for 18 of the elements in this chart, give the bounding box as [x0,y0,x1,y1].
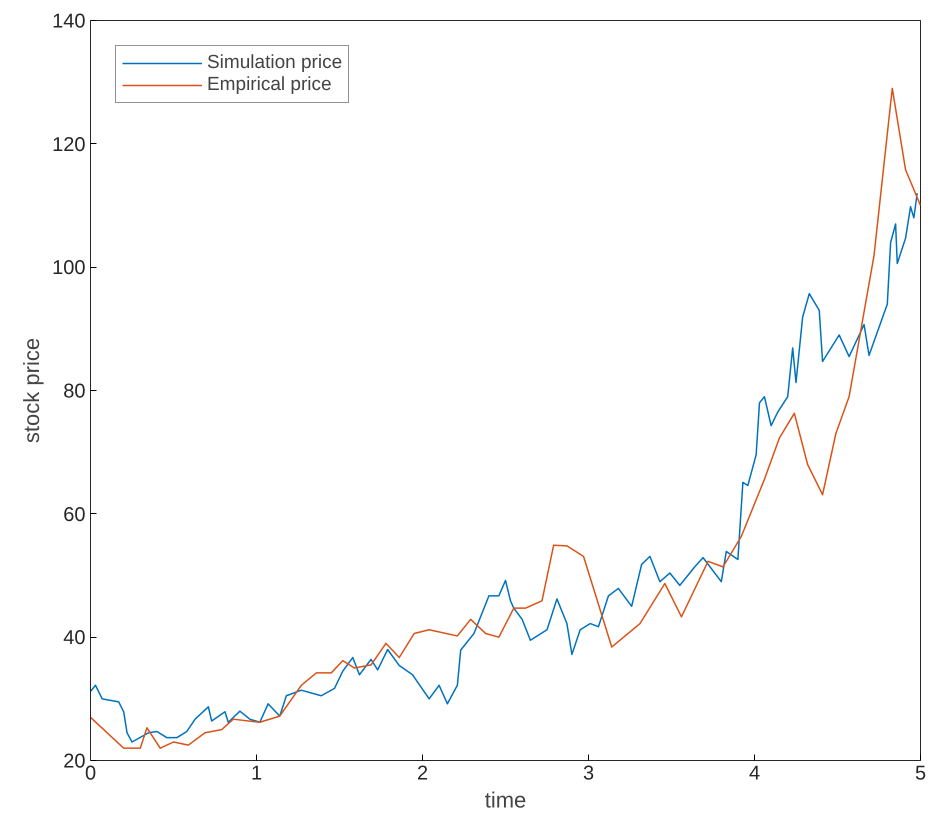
y-tick-label: 80 [63,380,86,402]
y-tick-label: 20 [63,750,86,772]
x-tick-label: 3 [582,762,594,784]
x-tick-label: 1 [250,762,262,784]
y-tick-label: 100 [52,257,86,280]
legend-label: Simulation price [207,52,342,74]
y-tick-label: 140 [52,10,86,32]
legend-label: Empirical price [207,74,332,96]
line-series [90,192,918,743]
x-tick-label: 4 [748,762,760,784]
x-axis-title: time [484,788,526,812]
y-tick-label: 120 [52,134,86,156]
y-tick-label: 40 [63,627,86,650]
x-tick-label: 0 [84,762,96,784]
y-tick-label: 60 [63,504,86,526]
y-axis-title: stock price [19,338,44,444]
x-tick-label: 5 [914,762,926,784]
x-tick-label: 2 [416,762,428,784]
